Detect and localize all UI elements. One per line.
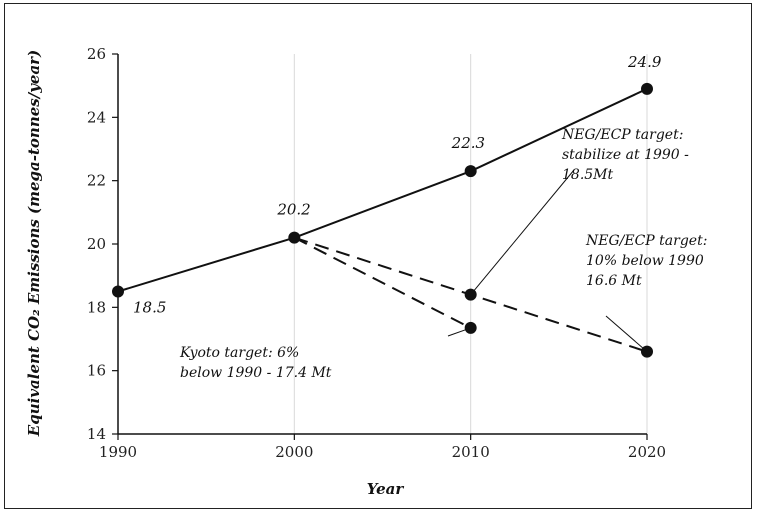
- data-point-2000-20.2: [288, 231, 301, 244]
- data-point-2010-22.3: [464, 165, 477, 178]
- data-label-1990: 18.5: [133, 299, 166, 317]
- grid-lines: [293, 54, 648, 434]
- data-label-2000: 20.2: [276, 201, 310, 219]
- x-axis-ticks: 1990 2000 2010 2020: [99, 434, 666, 461]
- data-point-2010-18.4: [464, 288, 477, 301]
- y-tick-label-22: 22: [87, 172, 106, 190]
- data-points: [112, 82, 653, 358]
- y-tick-label-18: 18: [87, 298, 106, 316]
- y-tick-label-26: 26: [87, 45, 106, 63]
- y-tick-label-20: 20: [87, 235, 106, 253]
- annotation-leader-1: [605, 315, 648, 353]
- y-tick-label-16: 16: [87, 362, 106, 380]
- data-labels: 18.5 20.2 22.3 24.9: [133, 53, 662, 317]
- data-point-2020-16.6: [641, 345, 653, 358]
- annotation-0-line-1: stabilize at 1990 -: [562, 147, 689, 163]
- x-tick-label-2000: 2000: [275, 443, 313, 461]
- chart-frame: [4, 3, 752, 509]
- x-tick-label-2010: 2010: [452, 443, 490, 461]
- y-axis-ticks: 14 16 18 20 22 24 26: [87, 45, 118, 443]
- annotation-1-line-0: NEG/ECP target:: [585, 233, 707, 249]
- y-axis-title: Equivalent CO₂ Emissions (mega-tonnes/ye…: [25, 50, 43, 437]
- y-tick-label-24: 24: [87, 108, 106, 126]
- series-line-0: [117, 87, 648, 293]
- annotation-1-line-2: 16.6 Mt: [586, 273, 642, 289]
- annotation-2-line-0: Kyoto target: 6%: [179, 345, 299, 361]
- annotation-leader-0: [470, 169, 575, 295]
- annotations: NEG/ECP target: stabilize at 1990 - 18.5Mt…: [179, 127, 707, 381]
- data-point-2020-24.9: [641, 82, 653, 95]
- x-tick-label-1990: 1990: [99, 443, 137, 461]
- x-tick-label-2020: 2020: [628, 443, 666, 461]
- series-line-2: [293, 236, 472, 329]
- annotation-1-line-1: 10% below 1990: [586, 253, 704, 269]
- data-label-2020: 24.9: [627, 53, 662, 71]
- y-tick-label-14: 14: [87, 425, 106, 443]
- data-point-1990-18.5: [112, 285, 124, 298]
- data-point-2010-17.35: [464, 321, 477, 334]
- annotation-2-line-1: below 1990 - 17.4 Mt: [180, 365, 332, 381]
- x-axis-title: Year: [367, 480, 405, 498]
- annotation-0-line-2: 18.5Mt: [562, 167, 614, 183]
- data-label-2010: 22.3: [451, 134, 485, 152]
- annotation-0-line-0: NEG/ECP target:: [561, 127, 683, 143]
